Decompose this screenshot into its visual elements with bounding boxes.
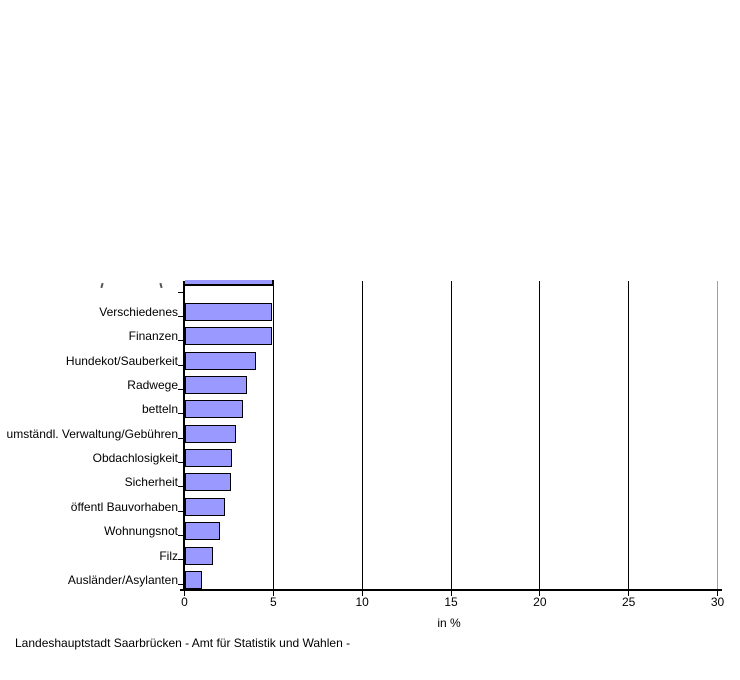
category-label: Finanzen <box>128 329 178 344</box>
bar <box>184 400 244 419</box>
y-tick <box>178 461 183 463</box>
bar <box>184 546 213 565</box>
category-label: Sicherheit <box>124 475 178 490</box>
y-tick <box>178 315 183 317</box>
x-tick-label: 5 <box>269 595 277 609</box>
x-tick-20 <box>539 591 541 596</box>
y-tick <box>178 388 183 390</box>
x-tick-label: 30 <box>710 595 725 609</box>
x-tick-30 <box>717 591 718 596</box>
y-tick <box>178 559 183 561</box>
category-label: Radwege <box>127 378 178 393</box>
x-tick-label: 25 <box>621 595 636 609</box>
gridline-x-15 <box>450 281 452 589</box>
bar <box>184 327 272 346</box>
cut-label-fragment <box>159 282 163 289</box>
x-tick-25 <box>628 591 630 596</box>
x-axis-line <box>180 589 722 591</box>
x-tick-15 <box>450 591 452 596</box>
bar <box>184 473 231 492</box>
bar <box>184 570 203 589</box>
category-label: Hundekot/Sauberkeit <box>65 353 178 368</box>
y-tick <box>178 364 183 366</box>
y-axis-line <box>183 281 185 589</box>
y-tick <box>178 413 183 415</box>
x-axis-title: in % <box>437 616 461 630</box>
x-tick-0 <box>184 591 185 596</box>
category-label: umständl. Verwaltung/Gebühren <box>6 426 178 441</box>
bar <box>184 376 247 395</box>
category-label: Verschiedenes <box>99 305 178 319</box>
x-tick-label: 15 <box>444 595 458 609</box>
gridline-x-30 <box>717 281 718 589</box>
category-label: betteln <box>141 402 178 417</box>
category-label: Obdachlosigkeit <box>92 451 178 466</box>
category-label: öffentl Bauvorhaben <box>70 499 178 514</box>
x-tick-label: 10 <box>355 595 369 609</box>
gridline-x-5 <box>272 281 274 589</box>
y-tick <box>178 486 183 488</box>
gridline-x-20 <box>539 281 541 589</box>
gridline-x-10 <box>361 281 363 589</box>
x-tick-10 <box>361 591 363 596</box>
x-tick-label: 0 <box>181 595 188 609</box>
bar <box>184 351 256 370</box>
cut-label-fragment <box>100 282 104 289</box>
y-tick <box>178 510 183 512</box>
y-tick <box>178 340 183 342</box>
x-tick-label: 20 <box>533 595 547 609</box>
bar <box>184 449 233 468</box>
bar <box>184 497 226 516</box>
category-label: Ausländer/Asylanten <box>67 572 178 587</box>
y-tick <box>178 437 183 439</box>
footer-credit: Landeshauptstadt Saarbrücken - Amt für S… <box>15 636 351 650</box>
bar <box>184 424 237 443</box>
y-tick <box>178 291 183 293</box>
y-tick <box>178 583 183 585</box>
bar <box>184 303 272 321</box>
category-label: Filz <box>159 548 178 563</box>
category-label: Wohnungsnot <box>104 524 178 539</box>
bar <box>184 522 221 541</box>
x-tick-5 <box>272 591 274 596</box>
gridline-x-25 <box>628 281 630 589</box>
partial-top-bar <box>184 280 275 286</box>
y-tick <box>178 535 183 536</box>
